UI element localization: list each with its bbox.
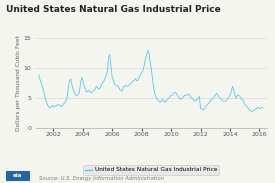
Text: Source: U.S. Energy Information Administration: Source: U.S. Energy Information Administ… — [39, 176, 164, 181]
Y-axis label: Dollars per Thousand Cubic Feet: Dollars per Thousand Cubic Feet — [16, 35, 21, 131]
Text: United States Natural Gas Industrial Price: United States Natural Gas Industrial Pri… — [6, 5, 220, 14]
Legend: United States Natural Gas Industrial Price: United States Natural Gas Industrial Pri… — [83, 165, 219, 175]
Text: eia: eia — [13, 173, 23, 178]
